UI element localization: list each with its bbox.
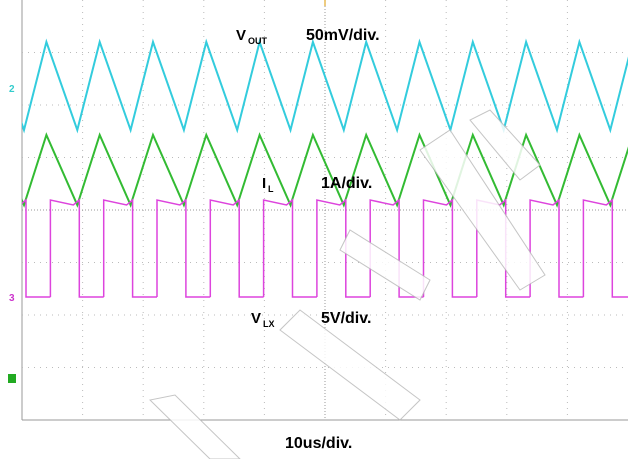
trace-scale: 50mV/div. [306,27,380,44]
page: {"traces": [ {"label": "V", "sub": "OUT"… [0,0,632,459]
channel-marker: 2 [9,84,15,95]
trace-label-sub: OUT [248,36,268,46]
trace-label: V [251,310,261,327]
trigger-marker [322,0,328,6]
channel-marker-green [8,374,16,383]
trace-label-sub: L [268,184,274,194]
trace-scale: 5V/div. [321,310,371,327]
trace-label: I [262,175,266,192]
waveforms [0,42,632,297]
vlx-wave [0,200,632,297]
timebase: 10us/div. [285,435,352,452]
trace-label-sub: LX [263,319,275,329]
oscilloscope-screen: V OUT 50mV/div. I L 1A/div. V LX 5V/div.… [0,0,632,459]
channel-marker: 3 [9,293,15,304]
trace-scale: 1A/div. [321,175,372,192]
vout-wave [0,42,632,130]
il-wave [0,135,632,205]
trace-label: V [236,27,246,44]
